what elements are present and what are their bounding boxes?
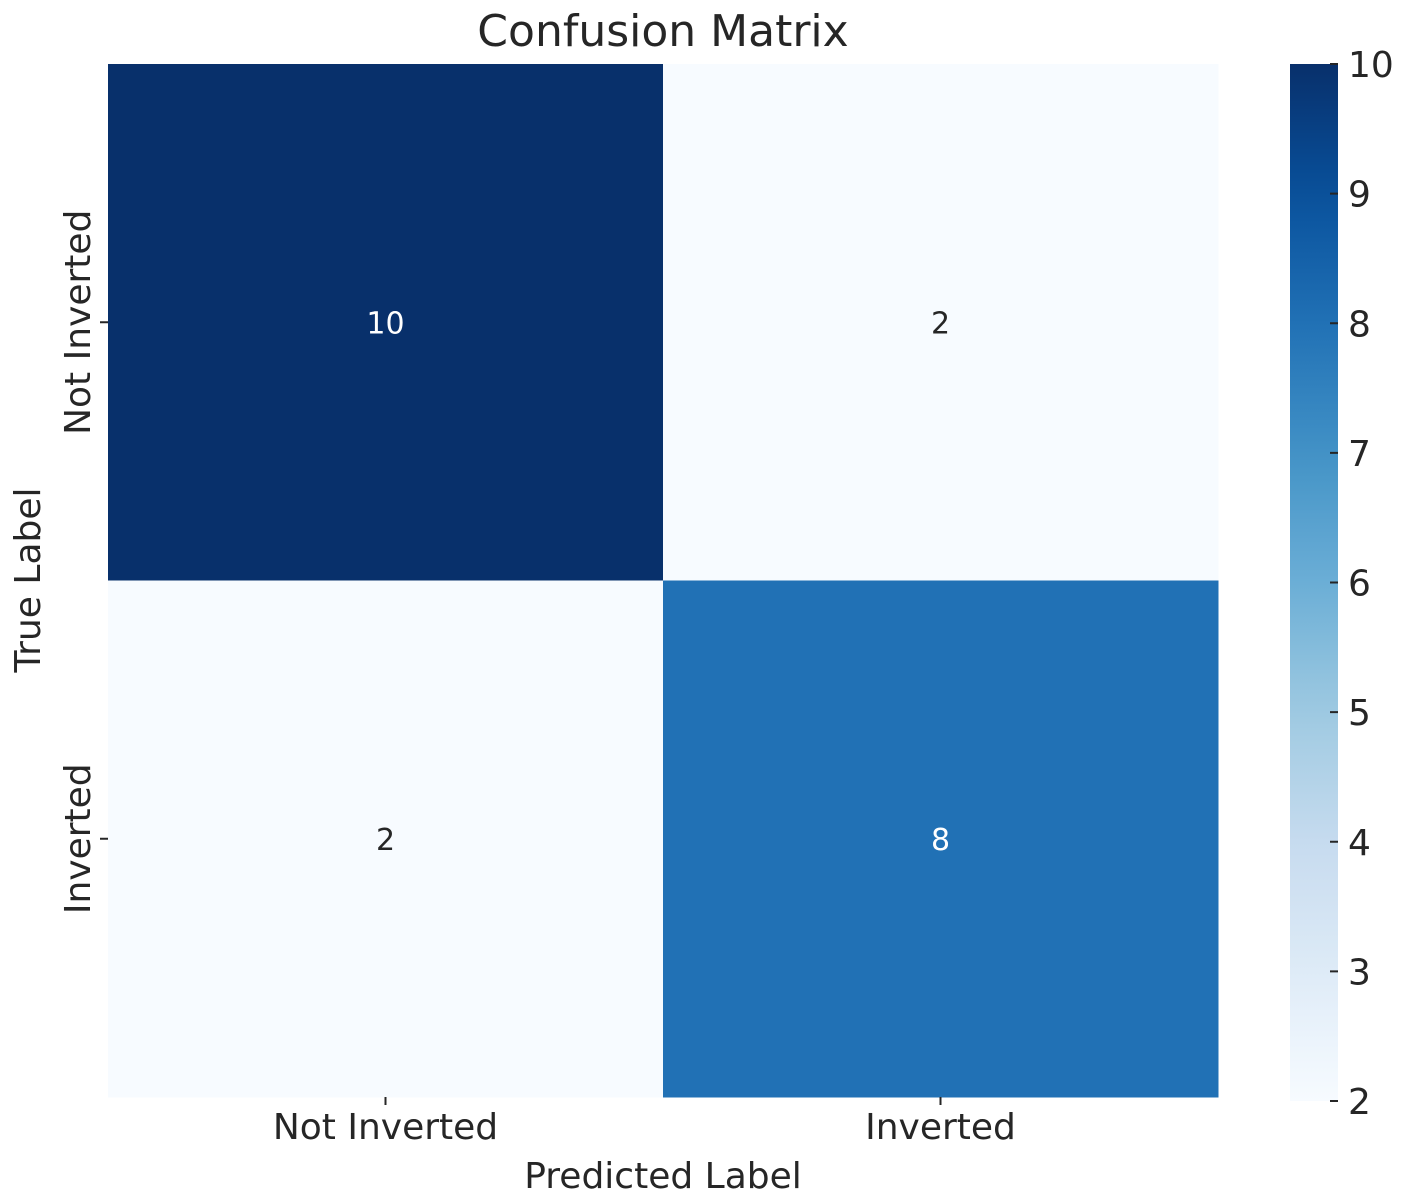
colorbar-tick-label: 4 [1348,823,1371,864]
y-axis: Not Inverted Inverted [58,210,108,914]
colorbar-tick-label: 2 [1348,1082,1371,1123]
cell-annotations: 10 2 2 8 [366,306,950,858]
colorbar: 2 3 4 5 6 7 8 9 10 [1290,45,1394,1123]
x-axis-label: Predicted Label [524,1156,802,1197]
colorbar-tick-label: 6 [1348,564,1371,605]
colorbar-tick-label: 7 [1348,434,1371,475]
x-axis: Not Inverted Inverted [273,1097,1016,1148]
colorbar-tick-label: 8 [1348,304,1371,345]
heatmap-cells [108,64,1219,1098]
y-tick-label: Inverted [58,763,99,914]
x-tick-label: Not Inverted [273,1107,498,1148]
x-tick-label: Inverted [865,1107,1016,1148]
colorbar-tick-label: 10 [1348,45,1394,86]
cell-value-r0-c0: 10 [366,306,404,341]
cell-value-r0-c1: 2 [931,306,950,341]
heatmap-cell-r0-c1 [663,64,1219,581]
heatmap-cell-r1-c0 [108,580,664,1098]
chart-title: Confusion Matrix [477,6,848,57]
heatmap-cell-r1-c1 [663,580,1219,1098]
y-axis-label: True Label [8,487,49,673]
y-tick-label: Not Inverted [58,210,99,435]
cell-value-r1-c0: 2 [376,823,395,858]
colorbar-tick-label: 5 [1348,693,1371,734]
colorbar-tick-label: 9 [1348,175,1371,216]
heatmap-cell-r0-c0 [108,64,664,581]
cell-value-r1-c1: 8 [931,823,950,858]
colorbar-tick-label: 3 [1348,952,1371,993]
